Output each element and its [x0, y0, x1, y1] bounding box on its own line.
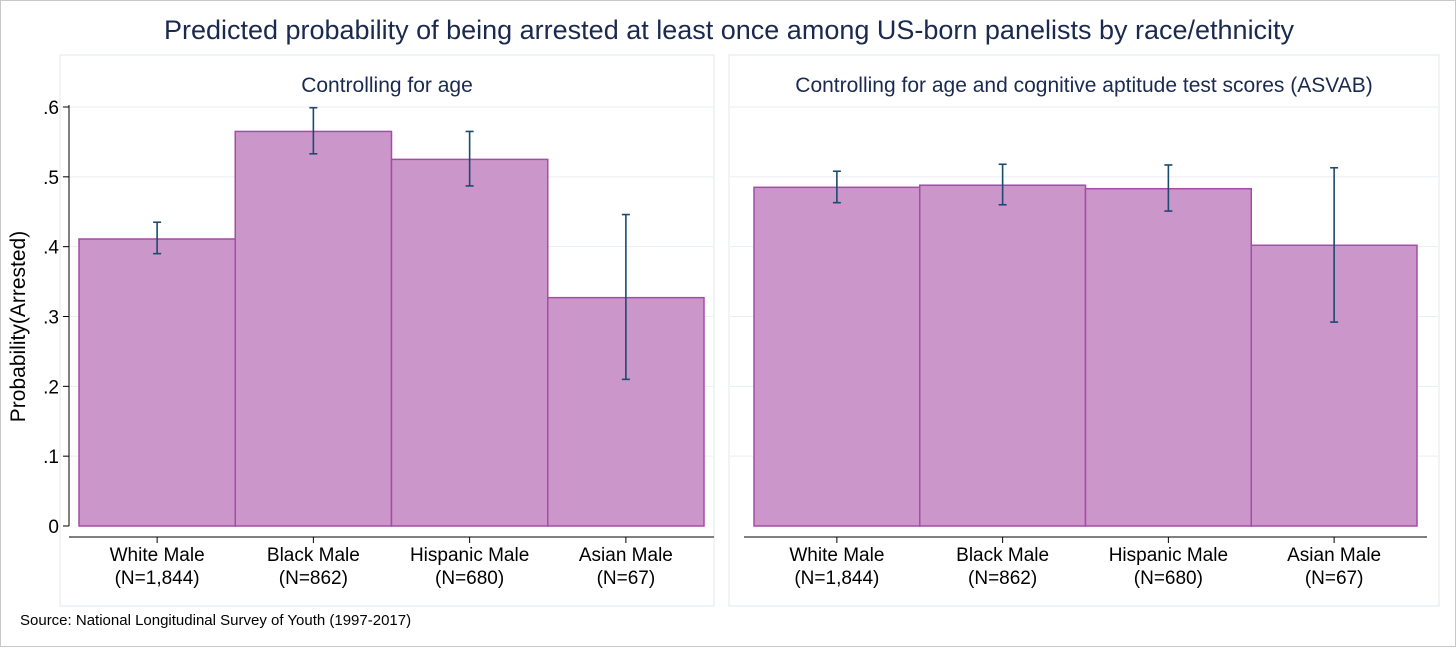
x-tick-label: Hispanic Male [410, 545, 529, 566]
x-tick-label: Asian Male [579, 545, 673, 566]
y-tick-label: .6 [43, 98, 59, 119]
panel-title: Controlling for age and cognitive aptitu… [795, 74, 1372, 97]
y-tick-label: .1 [43, 447, 59, 468]
x-tick-sublabel: (N=862) [279, 568, 348, 589]
chart-title: Predicted probability of being arrested … [163, 15, 1295, 45]
y-axis-label: Probability(Arrested) [7, 231, 30, 422]
y-tick-label: .2 [43, 377, 59, 398]
x-tick-label: White Male [789, 545, 884, 566]
x-tick-label: Black Male [267, 545, 360, 566]
y-tick-label: .4 [43, 238, 59, 259]
x-tick-label: Black Male [956, 545, 1049, 566]
x-tick-label: Hispanic Male [1109, 545, 1228, 566]
bar [1084, 187, 1252, 527]
bar [234, 130, 393, 527]
x-tick-sublabel: (N=680) [435, 568, 504, 589]
bar [390, 158, 549, 527]
bar [919, 184, 1087, 527]
x-tick-sublabel: (N=680) [1134, 568, 1203, 589]
source-note: Source: National Longitudinal Survey of … [20, 612, 412, 629]
x-tick-sublabel: (N=1,844) [794, 568, 879, 589]
x-tick-label: White Male [110, 545, 205, 566]
panel-title: Controlling for age [301, 74, 473, 97]
y-tick-label: 0 [48, 517, 59, 538]
x-tick-sublabel: (N=67) [1305, 568, 1364, 589]
x-tick-sublabel: (N=1,844) [115, 568, 200, 589]
y-tick-label: .5 [43, 168, 59, 189]
bar [78, 238, 236, 527]
x-tick-sublabel: (N=862) [968, 568, 1037, 589]
bar [753, 186, 921, 527]
y-tick-label: .3 [43, 308, 59, 329]
x-tick-label: Asian Male [1287, 545, 1381, 566]
x-tick-sublabel: (N=67) [597, 568, 656, 589]
